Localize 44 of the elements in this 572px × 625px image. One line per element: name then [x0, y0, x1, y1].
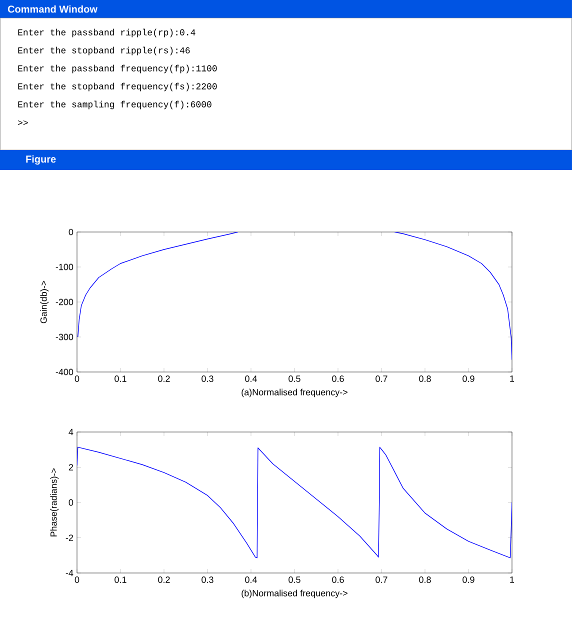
y-tick-label: 0 — [68, 228, 74, 236]
y-tick-label: -2 — [66, 534, 74, 541]
y-tick-label: -200 — [56, 298, 74, 306]
x-tick-label: 1 — [510, 576, 514, 583]
x-tick-label: 0.4 — [245, 376, 257, 382]
text: Enter the stopband frequency(fs):2200 — [18, 82, 217, 92]
x-tick-label: 0.5 — [288, 576, 300, 583]
x-tick-label: 0.3 — [202, 376, 214, 382]
text: Figure — [26, 155, 56, 165]
x-tick-label: 0.7 — [376, 576, 388, 583]
text: Enter the passband ripple(rp):0.4 — [18, 28, 196, 38]
y-tick-label: 0 — [68, 499, 74, 506]
x-tick-label: 0.1 — [114, 376, 126, 382]
y-axis-title: Phase(radians)-> — [50, 468, 59, 536]
x-tick-label: 0.8 — [419, 376, 431, 382]
text: Enter the sampling frequency(f):6000 — [18, 100, 212, 110]
x-tick-label: 0.7 — [376, 376, 388, 382]
x-tick-label: 0 — [74, 576, 80, 583]
x-tick-label: 0.2 — [158, 576, 170, 583]
x-axis-title: (b)Normalised frequency-> — [242, 590, 348, 598]
x-tick-label: 0.6 — [332, 576, 344, 583]
x-axis-title: (a)Normalised frequency-> — [242, 388, 348, 398]
y-tick-label: 2 — [68, 464, 74, 470]
x-tick-label: 0.5 — [288, 376, 300, 382]
x-tick-label: 0.2 — [158, 376, 170, 382]
x-tick-label: 0.3 — [202, 576, 214, 583]
text: >> — [18, 120, 28, 125]
y-tick-label: -4 — [66, 570, 74, 576]
y-axis-title: Gain(db)-> — [40, 280, 49, 324]
text: Enter the stopband ripple(rs):46 — [18, 46, 190, 56]
x-tick-label: 0.1 — [114, 576, 126, 583]
x-tick-label: 0.4 — [245, 576, 257, 583]
text: Enter the passband frequency(fp):1100 — [18, 64, 217, 74]
x-tick-label: 1 — [510, 376, 514, 382]
x-tick-label: 0.8 — [419, 576, 431, 583]
y-tick-label: 4 — [68, 428, 74, 436]
y-tick-label: -300 — [56, 334, 74, 340]
y-tick-label: -100 — [56, 264, 74, 270]
x-tick-label: 0.9 — [462, 376, 474, 382]
text: Command Window — [8, 5, 98, 13]
x-tick-label: 0 — [74, 376, 80, 382]
x-tick-label: 0.9 — [462, 576, 474, 583]
y-tick-label: -400 — [56, 368, 74, 376]
x-tick-label: 0.6 — [332, 376, 344, 382]
